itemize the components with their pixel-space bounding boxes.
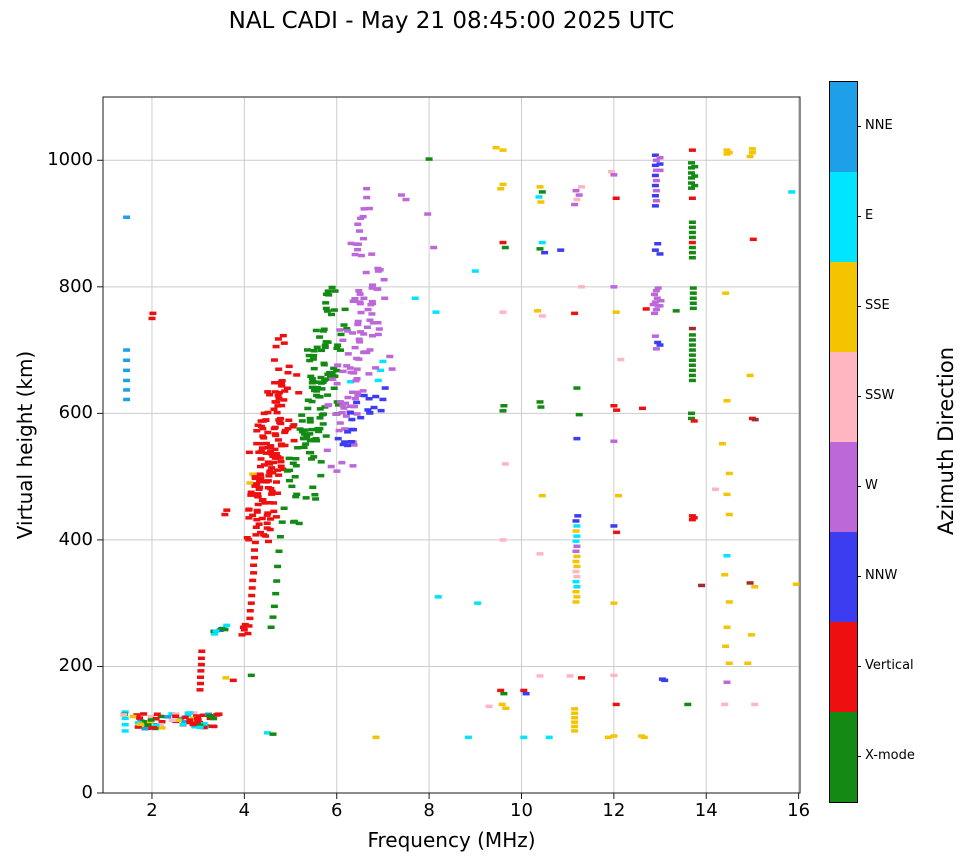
colorbar-category-label-sse: SSE [865,298,890,313]
colorbar-segment-x-mode [830,712,857,802]
colorbar-segment-e [830,172,857,262]
colorbar-tick [857,306,861,307]
colorbar-segment-nnw [830,532,857,622]
colorbar-segment-w [830,442,857,532]
colorbar-segment-vertical [830,622,857,712]
azimuth-colorbar [829,81,858,803]
x-axis-label: Frequency (MHz) [367,828,536,852]
colorbar-category-label-nnw: NNW [865,568,898,583]
y-axis-label: Virtual height (km) [13,350,37,540]
colorbar-category-label-w: W [865,478,878,493]
x-tick-label: 2 [146,800,158,821]
axis-ticks [97,159,800,799]
x-tick-label: 8 [423,800,435,821]
colorbar-segment-nne [830,82,857,172]
grid-lines [103,97,800,794]
colorbar-tick [857,126,861,127]
y-tick-label: 600 [58,402,93,424]
y-tick-label: 0 [81,782,93,803]
colorbar-segment-sse [830,262,857,352]
colorbar-tick [857,756,861,757]
colorbar-axis-label: Azimuth Direction [934,346,958,536]
y-tick-label: 400 [58,528,93,550]
y-tick-label: 200 [58,655,93,677]
colorbar-tick [857,576,861,577]
x-tick-label: 12 [602,800,626,821]
x-tick-label: 4 [238,800,251,821]
x-tick-label: 16 [787,800,811,821]
y-tick-label: 1000 [47,149,93,171]
x-tick-label: 10 [510,800,533,821]
colorbar-category-label-e: E [865,208,874,223]
plot-border [102,96,801,794]
colorbar-tick [857,666,861,667]
scatter-points [120,145,800,740]
colorbar-segment-ssw [830,352,857,442]
x-tick-label: 6 [330,800,343,821]
colorbar-category-label-ssw: SSW [865,388,895,403]
colorbar-category-label-nne: NNE [865,118,893,133]
colorbar-category-label-vertical: Vertical [865,658,914,673]
colorbar-tick [857,486,861,487]
x-tick-label: 14 [694,800,718,821]
colorbar-category-label-x-mode: X-mode [865,748,915,763]
y-tick-label: 800 [58,275,93,297]
chart-title: NAL CADI - May 21 08:45:00 2025 UTC [228,8,675,34]
colorbar-tick [857,396,861,397]
colorbar-tick [857,216,861,217]
